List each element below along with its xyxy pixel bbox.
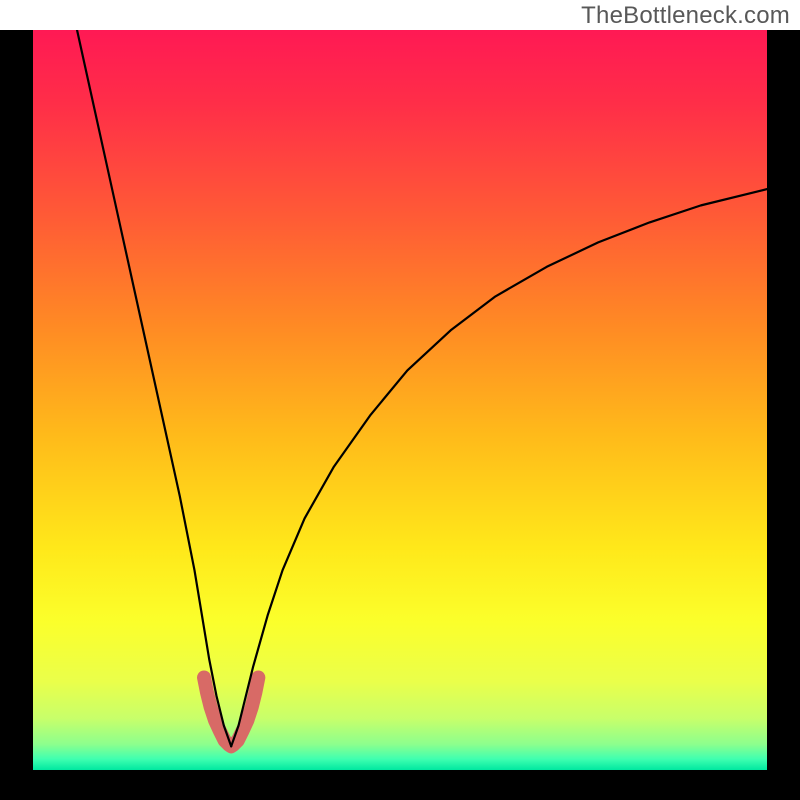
outer-frame xyxy=(0,30,800,800)
gradient-background xyxy=(33,30,767,770)
bottleneck-chart-svg xyxy=(33,30,767,770)
watermark-text: TheBottleneck.com xyxy=(581,2,790,30)
plot-area xyxy=(33,30,767,770)
